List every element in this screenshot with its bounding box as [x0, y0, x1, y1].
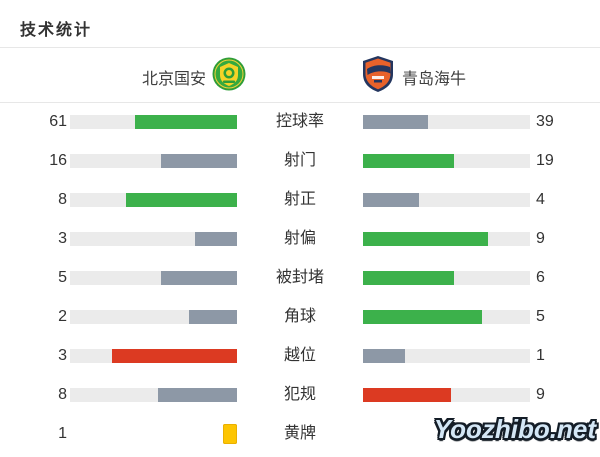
away-value: 5 — [536, 308, 545, 325]
away-value: 19 — [536, 152, 554, 169]
stat-row: 16 射门 19 — [0, 151, 600, 171]
stat-label: 被封堵 — [275, 269, 324, 286]
home-bar-fill — [111, 349, 237, 363]
home-value: 61 — [49, 113, 67, 130]
away-value: 4 — [536, 191, 545, 208]
home-value: 3 — [58, 230, 67, 247]
away-bar-fill — [363, 349, 405, 363]
home-bar-fill — [161, 271, 237, 285]
home-bar-track — [70, 349, 237, 363]
home-bar-fill — [160, 154, 237, 168]
stat-label: 射偏 — [283, 230, 316, 247]
beijing-guoan-crest-icon — [212, 55, 246, 93]
stat-row: 3 射偏 9 — [0, 229, 600, 249]
stat-label: 犯规 — [283, 386, 316, 403]
home-bar-fill — [195, 232, 237, 246]
home-bar-track — [70, 271, 237, 285]
home-bar-track — [70, 310, 237, 324]
away-team-name: 青岛海牛 — [402, 71, 467, 88]
home-value: 1 — [58, 425, 67, 442]
stat-label: 射正 — [283, 191, 316, 208]
home-value: 8 — [58, 191, 67, 208]
home-bar-track — [70, 115, 237, 129]
stat-row: 3 越位 1 — [0, 346, 600, 366]
divider-top — [0, 47, 600, 48]
away-value: 1 — [536, 347, 545, 364]
stat-row: 61 控球率 39 — [0, 112, 600, 132]
stat-row: 8 犯规 9 — [0, 385, 600, 405]
away-bar-fill — [363, 193, 419, 207]
away-bar-track — [363, 349, 530, 363]
stat-label: 越位 — [283, 347, 316, 364]
stat-row: 8 射正 4 — [0, 190, 600, 210]
home-value: 16 — [49, 152, 67, 169]
watermark: Yoozhibo.net — [433, 414, 596, 444]
qingdao-hainiu-crest-icon — [361, 55, 395, 93]
away-bar-track — [363, 115, 530, 129]
stat-row: 2 角球 5 — [0, 307, 600, 327]
home-bar-track — [70, 232, 237, 246]
stat-row: 1 黄牌 0 — [0, 424, 600, 444]
home-bar-track — [70, 193, 237, 207]
away-bar-fill — [363, 310, 483, 324]
stat-label: 控球率 — [275, 113, 324, 130]
away-value: 9 — [536, 230, 545, 247]
home-value: 3 — [58, 347, 67, 364]
away-bar-track — [363, 310, 530, 324]
away-bar-fill — [363, 232, 489, 246]
away-bar-track — [363, 388, 530, 402]
away-value: 9 — [536, 386, 545, 403]
home-bar-fill — [189, 310, 237, 324]
home-bar-track — [70, 388, 237, 402]
stat-label: 角球 — [283, 308, 316, 325]
home-team-name: 北京国安 — [141, 71, 206, 88]
stat-row: 5 被封堵 6 — [0, 268, 600, 288]
home-bar-track — [70, 154, 237, 168]
page-title: 技术统计 — [20, 22, 93, 39]
home-value: 8 — [58, 386, 67, 403]
stat-label: 射门 — [283, 152, 316, 169]
away-bar-fill — [363, 388, 452, 402]
stat-label: 黄牌 — [283, 425, 316, 442]
home-bar-fill — [135, 115, 237, 129]
divider-header — [0, 102, 600, 103]
home-value: 2 — [58, 308, 67, 325]
away-bar-track — [363, 232, 530, 246]
away-value: 6 — [536, 269, 545, 286]
away-bar-fill — [363, 271, 455, 285]
away-bar-fill — [363, 115, 429, 129]
yellow-card-icon — [223, 424, 237, 444]
away-bar-track — [363, 193, 530, 207]
away-bar-track — [363, 271, 530, 285]
away-bar-fill — [363, 154, 454, 168]
home-value: 5 — [58, 269, 67, 286]
away-bar-track — [363, 154, 530, 168]
home-bar-fill — [125, 193, 237, 207]
away-value: 39 — [536, 113, 554, 130]
home-bar-fill — [158, 388, 237, 402]
away-value: 0 — [536, 425, 545, 442]
